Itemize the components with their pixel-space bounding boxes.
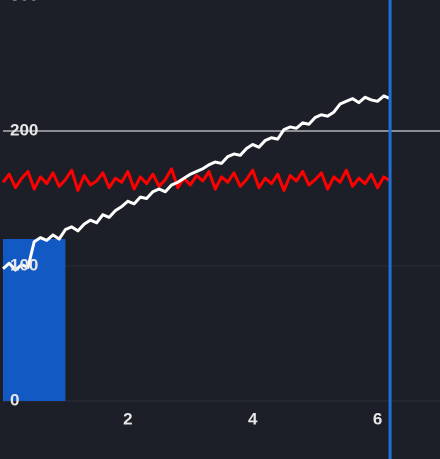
series-line: [1, 167, 391, 192]
x-tick-label: 6: [373, 409, 382, 428]
y-tick-label: 300: [10, 0, 38, 4]
y-tick-label: 0: [10, 390, 19, 409]
y-tick-label: 100: [10, 255, 38, 274]
x-tick-label: 4: [248, 409, 258, 428]
y-tick-label: 200: [10, 120, 38, 139]
series-line: [2, 94, 391, 272]
x-tick-label: 2: [123, 409, 132, 428]
